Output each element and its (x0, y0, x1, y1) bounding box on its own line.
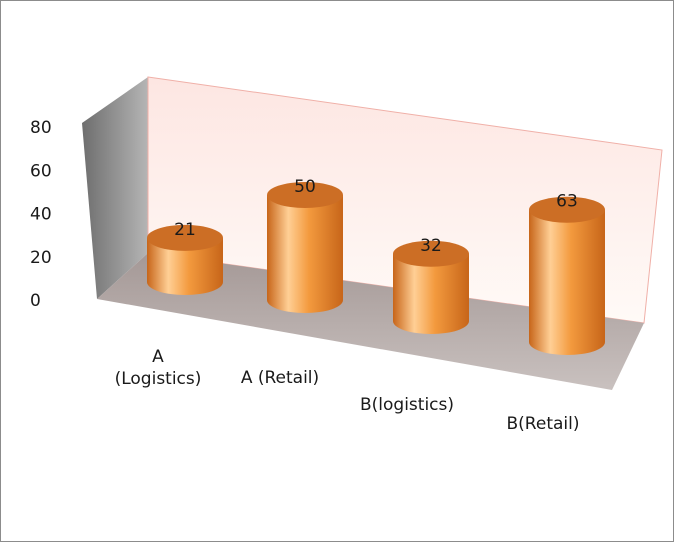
data-label: 63 (556, 192, 578, 212)
bar-top (393, 240, 469, 267)
y-tick-label: 80 (30, 118, 52, 138)
floor (97, 253, 644, 390)
y-tick-label: 0 (30, 291, 41, 311)
bars: 21 50 32 63 (147, 177, 605, 355)
data-label: 50 (294, 177, 316, 197)
bar-top (147, 224, 223, 251)
category-label: B(Retail) (507, 414, 580, 434)
bar: 50 (267, 177, 343, 313)
y-tick-label: 20 (30, 248, 52, 268)
category-label: A (Logistics) (115, 347, 202, 389)
category-label: B(logistics) (360, 395, 454, 415)
y-tick-label: 60 (30, 161, 52, 181)
data-label: 32 (420, 236, 442, 256)
bar-body (393, 253, 469, 334)
data-label: 21 (174, 220, 196, 240)
bar-body (267, 195, 343, 313)
y-axis-ticks: 0 20 40 60 80 (30, 118, 52, 311)
category-labels: A (Logistics) A (Retail) B(logistics) B(Reta… (115, 347, 580, 434)
category-label: A (Retail) (241, 368, 319, 388)
bar: 32 (393, 236, 469, 334)
bar-body (529, 209, 605, 355)
bar-body (147, 237, 223, 295)
side-wall (82, 77, 148, 299)
bar: 21 (147, 220, 223, 295)
bar: 63 (529, 192, 605, 355)
bar-top (267, 182, 343, 208)
y-tick-label: 40 (30, 205, 52, 225)
bar-top (529, 196, 605, 223)
